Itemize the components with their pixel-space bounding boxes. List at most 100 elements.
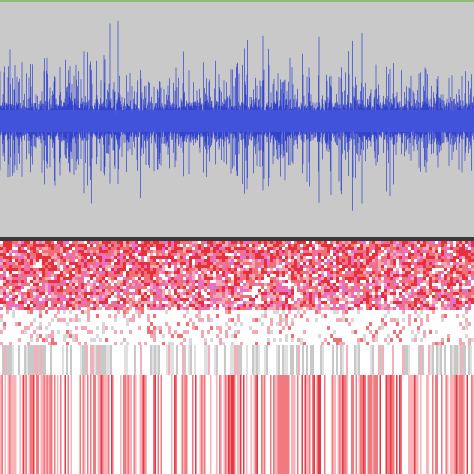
spectrogram-cell: [417, 338, 420, 342]
spectrogram-cell: [327, 295, 330, 298]
spectrogram-cell: [84, 244, 87, 247]
spectrogram-cell: [414, 280, 417, 283]
spectrogram-cell: [225, 280, 228, 283]
spectrogram-cell: [120, 330, 123, 334]
spectrogram-cell: [291, 256, 294, 259]
spectrogram-cell: [147, 250, 150, 253]
spectrogram-cell: [453, 262, 456, 265]
spectrogram-cell: [240, 286, 243, 289]
spectrogram-cell: [150, 262, 153, 265]
spectrogram-cell: [426, 292, 429, 295]
spectrogram-cell: [297, 286, 300, 289]
spectrogram-cell: [438, 292, 441, 295]
spectrogram-cell: [354, 250, 357, 253]
spectrogram-cell: [165, 262, 168, 265]
spectrogram-cell: [336, 271, 339, 274]
spectrogram-cell: [204, 268, 207, 271]
spectrogram-cell: [81, 256, 84, 259]
spectrogram-cell: [450, 314, 453, 318]
spectrogram-cell: [192, 304, 195, 307]
spectrogram-cell: [384, 289, 387, 292]
spectrogram-cell: [258, 318, 261, 322]
spectrogram-cell: [291, 280, 294, 283]
spectrogram-cell: [18, 334, 21, 338]
spectrogram-cell: [396, 271, 399, 274]
spectrogram-cell: [87, 318, 90, 322]
spectrogram-cell: [366, 283, 369, 286]
spectrogram-cell: [432, 268, 435, 271]
spectrogram-cell: [420, 271, 423, 274]
spectrogram-cell: [210, 265, 213, 268]
spectrogram-cell: [33, 277, 36, 280]
spectrogram-cell: [264, 301, 267, 304]
spectrogram-cell: [234, 283, 237, 286]
spectrogram-cell: [291, 253, 294, 256]
spectrogram-cell: [21, 330, 24, 334]
spectrogram-cell: [135, 265, 138, 268]
spectrogram-cell: [177, 295, 180, 298]
spectrogram-cell: [60, 277, 63, 280]
spectrogram-cell: [111, 283, 114, 286]
spectrogram-cell: [120, 326, 123, 330]
spectrogram-cell: [348, 244, 351, 247]
spectrogram-cell: [360, 292, 363, 295]
spectrogram-cell: [276, 247, 279, 250]
spectrogram-cell: [72, 295, 75, 298]
spectrogram-cell: [354, 322, 357, 326]
spectrogram-cell: [327, 304, 330, 307]
spectrogram-cell: [327, 253, 330, 256]
spectrogram-cell: [99, 314, 102, 318]
spectrogram-cell: [249, 259, 252, 262]
spectrogram-cell: [219, 271, 222, 274]
spectrogram-cell: [216, 338, 219, 342]
spectrogram-cell: [372, 265, 375, 268]
spectrogram-cell: [27, 292, 30, 295]
spectrogram-cell: [324, 268, 327, 271]
spectrogram-cell: [48, 338, 51, 342]
spectrogram-cell: [330, 280, 333, 283]
spectrogram-cell: [27, 250, 30, 253]
spectrogram-cell: [228, 338, 231, 342]
spectrogram-cell: [213, 259, 216, 262]
spectrogram-cell: [201, 244, 204, 247]
spectrogram-cell: [33, 241, 36, 244]
spectrogram-cell: [243, 334, 246, 338]
spectrogram-cell: [306, 298, 309, 301]
spectrogram-cell: [312, 292, 315, 295]
spectrogram-cell: [153, 322, 156, 326]
spectrogram-cell: [117, 338, 120, 342]
spectrogram-cell: [240, 241, 243, 244]
spectrogram-cell: [444, 295, 447, 298]
spectrogram-cell: [315, 334, 318, 338]
spectrogram-cell: [12, 247, 15, 250]
spectrogram-cell: [144, 322, 147, 326]
spectrogram-cell: [153, 241, 156, 244]
spectrogram-cell: [312, 289, 315, 292]
spectrogram-cell: [147, 298, 150, 301]
spectrogram-cell: [204, 277, 207, 280]
spectrogram-cell: [45, 250, 48, 253]
spectrogram-cell: [459, 283, 462, 286]
spectrogram-cell: [345, 250, 348, 253]
spectrogram-cell: [267, 330, 270, 334]
spectrogram-cell: [18, 250, 21, 253]
spectrogram-cell: [351, 307, 354, 310]
spectrogram-cell: [291, 338, 294, 342]
spectrogram-cell: [390, 271, 393, 274]
spectrogram-cell: [90, 289, 93, 292]
spectrogram-cell: [159, 244, 162, 247]
spectrogram-cell: [297, 268, 300, 271]
spectrogram-cell: [396, 310, 399, 314]
spectrogram-cell: [60, 241, 63, 244]
spectrogram-cell: [189, 318, 192, 322]
spectrogram-cell: [201, 271, 204, 274]
spectrogram-cell: [210, 310, 213, 314]
spectrogram-cell: [300, 277, 303, 280]
spectrogram-cell: [339, 289, 342, 292]
spectrogram-cell: [198, 247, 201, 250]
spectrogram-cell: [375, 295, 378, 298]
spectrogram-cell: [231, 304, 234, 307]
spectrogram-cell: [30, 253, 33, 256]
spectrogram-cell: [447, 326, 450, 330]
spectrogram-cell: [174, 256, 177, 259]
